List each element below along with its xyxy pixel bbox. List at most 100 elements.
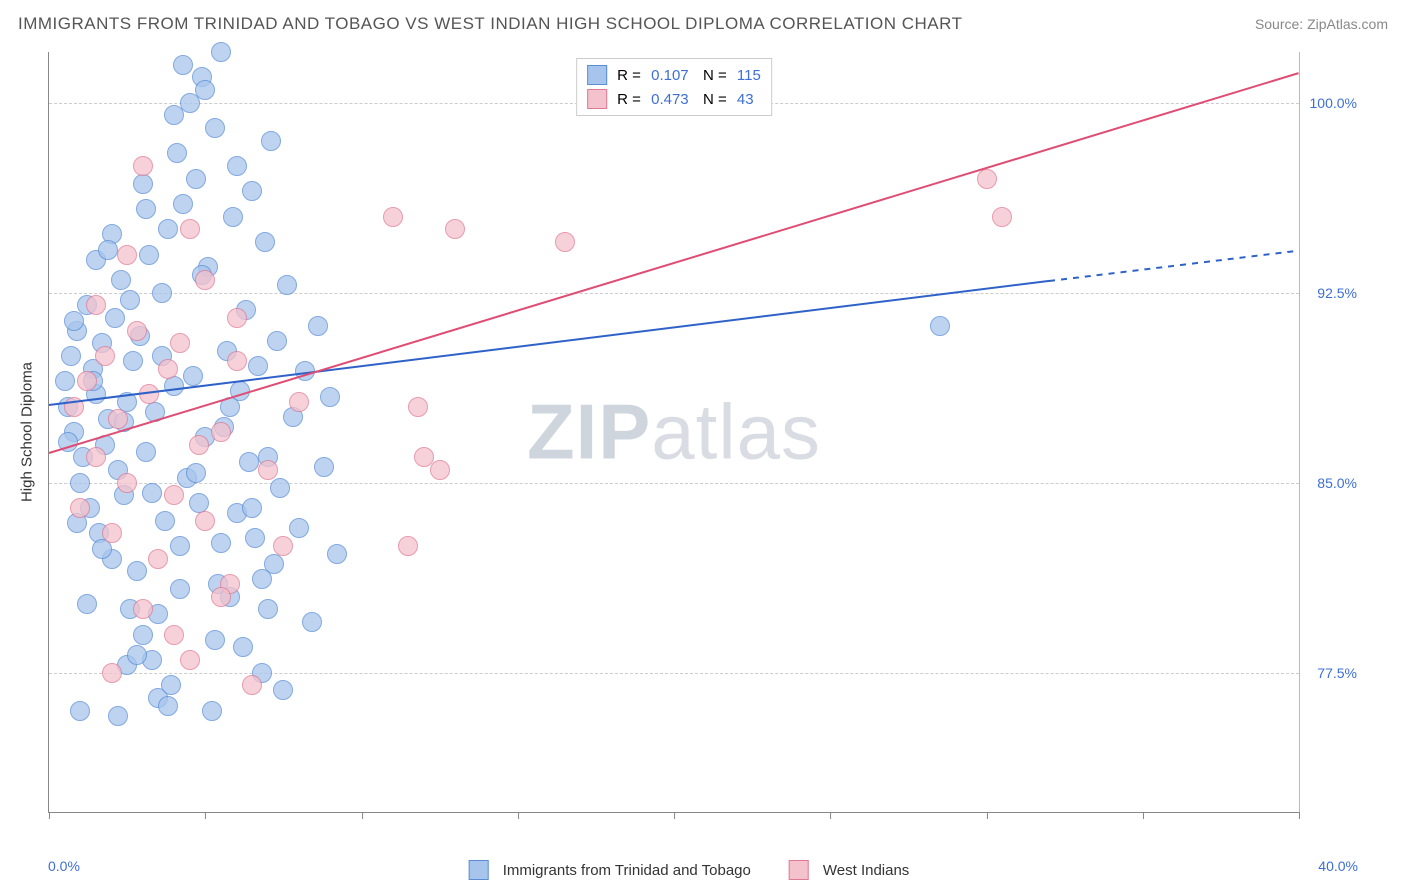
scatter-point — [555, 232, 575, 252]
scatter-point — [930, 316, 950, 336]
scatter-point — [189, 435, 209, 455]
scatter-point — [289, 392, 309, 412]
trend-line — [1049, 250, 1299, 282]
scatter-point — [155, 511, 175, 531]
scatter-point — [211, 587, 231, 607]
scatter-point — [108, 706, 128, 726]
legend-swatch — [469, 860, 489, 880]
scatter-point — [167, 143, 187, 163]
scatter-point — [127, 321, 147, 341]
x-tick — [205, 812, 206, 819]
chart-header: IMMIGRANTS FROM TRINIDAD AND TOBAGO VS W… — [18, 14, 1388, 34]
scatter-point — [195, 511, 215, 531]
scatter-point — [77, 594, 97, 614]
scatter-point — [136, 199, 156, 219]
scatter-point — [248, 356, 268, 376]
scatter-point — [186, 463, 206, 483]
scatter-point — [133, 156, 153, 176]
legend-correlation-row: R = 0.107 N = 115 — [587, 63, 761, 87]
x-tick — [362, 812, 363, 819]
scatter-point — [202, 701, 222, 721]
scatter-point — [242, 675, 262, 695]
scatter-point — [314, 457, 334, 477]
scatter-point — [148, 549, 168, 569]
scatter-point — [308, 316, 328, 336]
scatter-point — [242, 181, 262, 201]
scatter-point — [977, 169, 997, 189]
scatter-point — [205, 630, 225, 650]
x-tick — [830, 812, 831, 819]
scatter-point — [95, 346, 115, 366]
scatter-point — [70, 473, 90, 493]
x-tick — [518, 812, 519, 819]
legend-n-value: 115 — [737, 67, 761, 84]
gridline-h — [49, 293, 1299, 294]
scatter-point — [102, 523, 122, 543]
legend-n-label: N = — [695, 91, 731, 108]
scatter-point — [158, 219, 178, 239]
scatter-point — [120, 290, 140, 310]
scatter-point — [205, 118, 225, 138]
scatter-point — [98, 240, 118, 260]
scatter-point — [158, 359, 178, 379]
scatter-point — [164, 625, 184, 645]
scatter-point — [227, 156, 247, 176]
scatter-point — [86, 295, 106, 315]
scatter-point — [261, 131, 281, 151]
trend-line — [49, 72, 1300, 454]
scatter-point — [142, 483, 162, 503]
scatter-point — [64, 311, 84, 331]
x-tick — [674, 812, 675, 819]
scatter-point — [267, 331, 287, 351]
x-tick — [1143, 812, 1144, 819]
scatter-point — [186, 169, 206, 189]
scatter-point — [164, 485, 184, 505]
legend-n-label: N = — [695, 67, 731, 84]
legend-correlation-row: R = 0.473 N = 43 — [587, 87, 761, 111]
x-axis-min-label: 0.0% — [48, 858, 80, 874]
scatter-point — [170, 536, 190, 556]
gridline-h — [49, 673, 1299, 674]
x-tick — [987, 812, 988, 819]
chart-plot-area: High School Diploma ZIPatlas R = 0.107 N… — [48, 52, 1300, 813]
scatter-point — [445, 219, 465, 239]
scatter-point — [136, 442, 156, 462]
scatter-point — [164, 105, 184, 125]
scatter-point — [70, 498, 90, 518]
scatter-point — [117, 473, 137, 493]
scatter-point — [173, 55, 193, 75]
y-tick-label: 85.0% — [1317, 475, 1357, 491]
scatter-point — [55, 371, 75, 391]
scatter-point — [161, 675, 181, 695]
y-tick-label: 92.5% — [1317, 285, 1357, 301]
scatter-point — [223, 207, 243, 227]
scatter-point — [273, 536, 293, 556]
legend-correlation-box: R = 0.107 N = 115R = 0.473 N = 43 — [576, 58, 772, 116]
scatter-point — [77, 371, 97, 391]
scatter-point — [111, 270, 131, 290]
scatter-point — [117, 245, 137, 265]
scatter-point — [183, 366, 203, 386]
scatter-point — [408, 397, 428, 417]
scatter-point — [61, 346, 81, 366]
watermark: ZIPatlas — [527, 387, 821, 478]
scatter-point — [255, 232, 275, 252]
scatter-point — [133, 625, 153, 645]
x-tick — [1299, 812, 1300, 819]
scatter-point — [173, 194, 193, 214]
legend-r-label: R = — [617, 91, 645, 108]
scatter-point — [320, 387, 340, 407]
legend-r-value: 0.107 — [651, 67, 689, 84]
x-tick — [49, 812, 50, 819]
scatter-point — [258, 460, 278, 480]
scatter-point — [127, 645, 147, 665]
legend-swatch — [587, 65, 607, 85]
scatter-point — [227, 351, 247, 371]
scatter-point — [277, 275, 297, 295]
scatter-point — [302, 612, 322, 632]
scatter-point — [158, 696, 178, 716]
scatter-point — [123, 351, 143, 371]
scatter-point — [273, 680, 293, 700]
scatter-point — [227, 308, 247, 328]
scatter-point — [164, 376, 184, 396]
